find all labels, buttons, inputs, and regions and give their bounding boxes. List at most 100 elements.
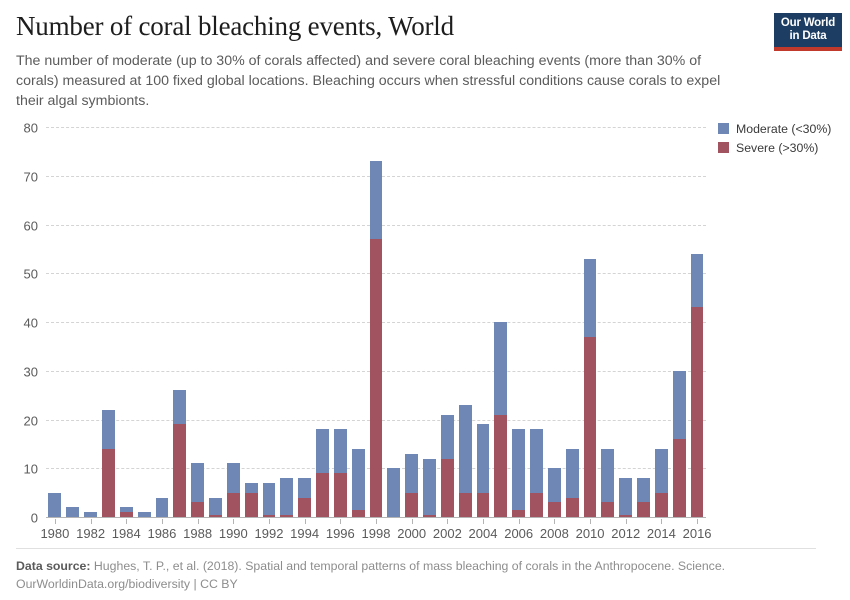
bar-group[interactable] xyxy=(351,448,365,517)
legend-item[interactable]: Moderate (<30%) xyxy=(718,120,831,137)
bar-group[interactable] xyxy=(173,390,187,517)
license-line[interactable]: OurWorldinData.org/biodiversity | CC BY xyxy=(16,577,238,592)
bar-group[interactable] xyxy=(565,448,579,517)
bar-segment-moderate xyxy=(119,507,133,513)
x-axis-tick-label: 2000 xyxy=(397,526,427,541)
bar-group[interactable] xyxy=(119,507,133,517)
bar-group[interactable] xyxy=(672,370,686,517)
bar-segment-moderate xyxy=(690,253,704,308)
legend-item[interactable]: Severe (>30%) xyxy=(718,139,831,156)
bar-group[interactable] xyxy=(619,478,633,517)
bar-segment-moderate xyxy=(565,448,579,498)
chart-footer: Data source: Hughes, T. P., et al. (2018… xyxy=(16,548,816,594)
bar-segment-severe xyxy=(119,512,133,517)
x-axis-tick-mark xyxy=(340,519,342,524)
bar-segment-severe xyxy=(494,414,508,517)
bar-group[interactable] xyxy=(476,424,490,517)
bar-segment-severe xyxy=(191,502,205,517)
bar-segment-moderate xyxy=(173,390,187,425)
bar-group[interactable] xyxy=(137,512,151,517)
x-axis-tick-label: 1980 xyxy=(40,526,70,541)
bar-group[interactable] xyxy=(637,478,650,517)
bar-group[interactable] xyxy=(530,429,543,517)
bar-group[interactable] xyxy=(244,482,258,517)
bar-segment-moderate xyxy=(66,507,80,517)
y-axis-tick-label: 30 xyxy=(23,364,38,380)
bar-group[interactable] xyxy=(690,253,704,517)
bar-segment-severe xyxy=(280,514,294,517)
bar-segment-severe xyxy=(405,492,419,517)
bar-group[interactable] xyxy=(262,482,276,517)
bar-segment-severe xyxy=(351,509,365,517)
bar-group[interactable] xyxy=(583,258,597,517)
bar-group[interactable] xyxy=(458,404,472,517)
bar-segment-severe xyxy=(583,336,597,517)
data-source-text: Hughes, T. P., et al. (2018). Spatial an… xyxy=(93,559,726,573)
bar-group[interactable] xyxy=(601,448,615,517)
bar-segment-moderate xyxy=(351,448,365,510)
x-axis-tick-mark xyxy=(197,519,199,524)
y-axis-tick-label: 60 xyxy=(23,218,38,233)
chart-subtitle: The number of moderate (up to 30% of cor… xyxy=(16,52,721,109)
bar-group[interactable] xyxy=(280,478,294,517)
bar-segment-severe xyxy=(458,492,472,517)
bar-group[interactable] xyxy=(191,463,205,517)
bar-segment-moderate xyxy=(458,404,472,493)
bar-group[interactable] xyxy=(423,458,436,517)
bar-segment-moderate xyxy=(369,161,383,240)
y-axis-tick-label: 0 xyxy=(30,510,38,526)
bar-group[interactable] xyxy=(387,468,401,517)
bar-group[interactable] xyxy=(298,478,312,517)
bar-segment-moderate xyxy=(654,448,668,493)
bar-group[interactable] xyxy=(66,507,80,517)
bar-group[interactable] xyxy=(155,497,169,517)
bar-segment-moderate xyxy=(601,448,615,503)
bar-group[interactable] xyxy=(84,512,97,517)
bar-segment-moderate xyxy=(619,478,633,515)
bar-group[interactable] xyxy=(494,322,508,517)
x-axis-tick-label: 1982 xyxy=(76,526,106,541)
bar-group[interactable] xyxy=(102,409,115,517)
x-axis-tick-label: 2012 xyxy=(611,526,641,541)
bar-group[interactable] xyxy=(654,448,668,517)
x-axis-tick-label: 2014 xyxy=(646,526,676,541)
bar-segment-moderate xyxy=(84,512,97,517)
bar-series xyxy=(46,127,706,517)
our-world-in-data-logo[interactable]: Our World in Data xyxy=(774,13,842,51)
x-axis-tick-mark xyxy=(625,519,627,524)
gridline: 0 xyxy=(31,511,706,526)
bar-segment-moderate xyxy=(191,463,205,503)
bar-group[interactable] xyxy=(440,414,454,517)
bar-group[interactable] xyxy=(316,429,329,517)
legend-item-label: Moderate (<30%) xyxy=(736,121,832,136)
bar-group[interactable] xyxy=(547,468,561,517)
bar-group[interactable] xyxy=(512,429,526,517)
bar-segment-moderate xyxy=(530,429,543,493)
x-axis-tick-mark xyxy=(590,519,592,524)
bar-segment-moderate xyxy=(262,482,276,515)
bar-segment-severe xyxy=(565,497,579,517)
x-axis-tick-mark xyxy=(126,519,128,524)
bar-group[interactable] xyxy=(369,161,383,517)
logo-line-1: Our World xyxy=(780,16,836,29)
bar-group[interactable] xyxy=(333,429,347,517)
x-axis-tick-label: 1990 xyxy=(218,526,248,541)
bar-group[interactable] xyxy=(405,453,419,517)
plot-inner: 0 10 20 30 40 50 60 70 80 xyxy=(24,121,706,526)
bar-segment-moderate xyxy=(405,453,419,493)
page-title: Number of coral bleaching events, World xyxy=(16,11,454,41)
bar-segment-severe xyxy=(601,502,615,517)
bar-group[interactable] xyxy=(48,492,62,517)
bar-segment-moderate xyxy=(583,258,597,337)
x-axis-tick-label: 1996 xyxy=(325,526,355,541)
bar-segment-severe xyxy=(209,514,222,517)
bar-segment-severe xyxy=(672,439,686,517)
bar-group[interactable] xyxy=(226,463,240,517)
x-axis-tick-label: 2016 xyxy=(682,526,712,541)
bar-segment-moderate xyxy=(672,370,686,439)
bar-segment-severe xyxy=(226,492,240,517)
bar-segment-severe xyxy=(637,502,650,517)
data-source-line: Data source: Hughes, T. P., et al. (2018… xyxy=(16,557,816,575)
bar-group[interactable] xyxy=(209,497,222,517)
